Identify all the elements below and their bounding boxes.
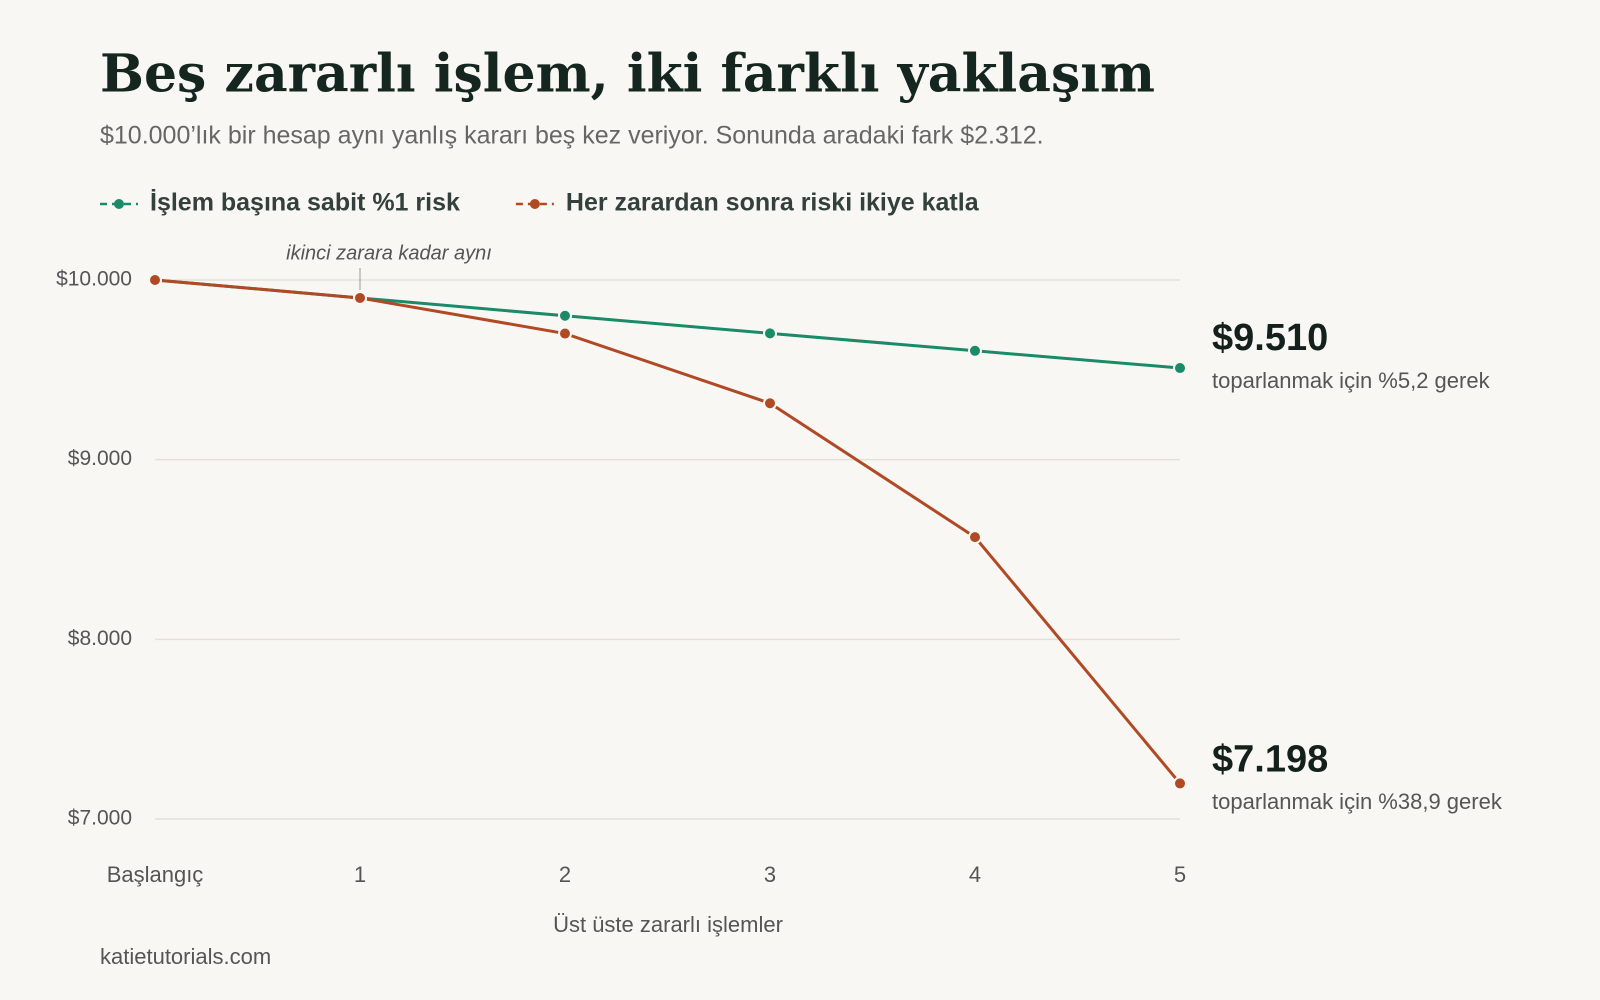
data-point xyxy=(558,308,572,323)
x-tick-label: 3 xyxy=(764,862,776,887)
x-tick-label: 4 xyxy=(969,862,981,887)
y-tick-label: $7.000 xyxy=(68,807,132,830)
data-point xyxy=(1173,776,1187,791)
data-point xyxy=(353,290,367,305)
x-tick-label: 1 xyxy=(354,862,366,887)
annotation: ikinci zarara kadar aynı xyxy=(286,242,492,264)
y-tick-label: $9.000 xyxy=(68,447,132,470)
end-value-label: $9.510 xyxy=(1212,317,1328,359)
x-tick-label: 5 xyxy=(1174,862,1186,887)
series-line xyxy=(154,278,1182,785)
data-point xyxy=(1173,361,1187,376)
end-note: toparlanmak için %5,2 gerek xyxy=(1212,368,1491,393)
x-tick-label: Başlangıç xyxy=(107,862,204,887)
y-tick-label: $8.000 xyxy=(68,627,132,650)
chart-title: Beş zararlı işlem, iki farklı yaklaşım xyxy=(100,44,1155,105)
x-tick-label: 2 xyxy=(559,862,571,887)
chart-subtitle: $10.000’lık bir hesap aynı yanlış kararı… xyxy=(100,122,1044,150)
legend-label: Her zarardan sonra riski ikiye katla xyxy=(566,189,980,217)
data-point xyxy=(763,396,777,411)
data-point xyxy=(968,343,982,358)
data-point xyxy=(968,530,982,545)
x-axis-title: Üst üste zararlı işlemler xyxy=(553,912,783,937)
legend-label: İşlem başına sabit %1 risk xyxy=(150,189,460,217)
end-note: toparlanmak için %38,9 gerek xyxy=(1212,789,1503,814)
legend-swatch-dot xyxy=(529,199,540,209)
y-tick-label: $10.000 xyxy=(56,268,132,291)
legend-swatch-dot xyxy=(114,199,124,209)
data-point xyxy=(558,326,572,341)
end-value-label: $7.198 xyxy=(1212,738,1328,780)
data-point xyxy=(763,326,777,341)
source: katietutorials.com xyxy=(100,944,271,969)
data-point xyxy=(148,273,162,287)
